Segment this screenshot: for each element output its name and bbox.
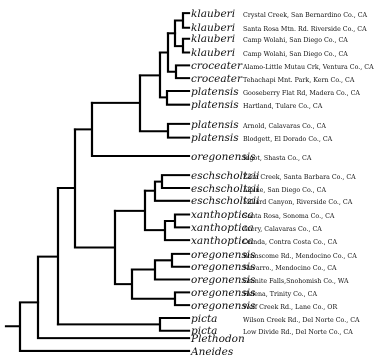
taxon-label: eschscholtzii: [191, 195, 259, 207]
locality-label: Branscome Rd., Mendocino Co., CA: [243, 253, 357, 260]
tip-labels: klauberi Crystal Creek, San Bernardino Co…: [190, 8, 374, 357]
tree-branches: [4, 12, 191, 352]
taxon-label: klauberi: [191, 47, 235, 59]
taxon-label: xanthoptica: [191, 222, 254, 234]
locality-label: Crystal Creek, San Bernardino Co., CA: [243, 12, 368, 19]
taxon-label: oregonensis: [191, 300, 256, 312]
taxon-label: eschscholtzii: [191, 183, 259, 195]
taxon-label: xanthoptica: [191, 235, 254, 247]
taxon-label: oregonensis: [191, 274, 256, 286]
locality-label: Wolf Creek Rd., Lane Co., OR: [243, 304, 337, 311]
locality-label: Blodgett, El Dorado Co., CA: [243, 136, 333, 143]
locality-label: Low Divide Rd., Del Norte Co., CA: [243, 329, 353, 336]
taxon-label: eschscholtzii: [191, 170, 259, 182]
locality-label: Wilson Creek Rd., Del Norte Co., CA: [243, 317, 360, 324]
taxon-label: oregonensis: [191, 249, 256, 261]
taxon-label: klauberi: [191, 22, 235, 34]
taxon-label: croceater: [191, 60, 243, 72]
taxon-label: platensis: [191, 119, 239, 131]
locality-label: Tehachapi Mnt. Park, Kern Co., CA: [243, 77, 355, 84]
locality-label: Ingot, Shasta Co., CA: [243, 155, 312, 162]
taxon-label: klauberi: [191, 33, 235, 45]
taxon-label: platensis: [191, 86, 239, 98]
taxon-label: oregonensis: [191, 261, 256, 273]
branch: [138, 51, 191, 106]
locality-label: Zaca Creek, Santa Barbara Co., CA: [243, 174, 356, 181]
locality-label: Gooseberry Flat Rd, Madera Co., CA: [243, 90, 360, 97]
taxon-label: klauberi: [191, 8, 235, 20]
locality-label: Camp Wolahi, San Diego Co., CA: [243, 51, 348, 58]
taxon-label: platensis: [191, 132, 239, 144]
taxon-label: oregonensis: [191, 151, 256, 163]
branch: [173, 12, 191, 54]
taxon-label: Plethodon: [190, 333, 245, 345]
locality-label: Alamo-Little Mutau Crk, Ventura Co., CA: [242, 64, 374, 71]
taxon-label: oregonensis: [191, 287, 256, 299]
branch: [73, 101, 191, 157]
locality-label: Hartland, Tulare Co., CA: [243, 103, 323, 110]
taxon-label: Aneides: [190, 346, 234, 357]
locality-label: Santa Rosa, Sonoma Co., CA: [243, 213, 335, 220]
locality-label: Helena, Trinity Co., CA: [243, 291, 317, 298]
branch: [56, 316, 191, 332]
locality-label: Arnold, Calavaras Co., CA: [242, 123, 326, 130]
locality-label: Millard Canyon, Riverside Co., CA: [243, 199, 353, 206]
taxon-label: xanthoptica: [191, 209, 254, 221]
taxon-label: croceater: [191, 73, 243, 85]
locality-label: Camp Wolahi, San Diego Co., CA: [243, 37, 348, 44]
branch: [4, 301, 191, 352]
locality-label: Alpine, San Diego Co., CA: [242, 187, 326, 194]
taxon-label: picta: [191, 325, 217, 337]
locality-label: Avery, Calavaras Co., CA: [242, 226, 322, 233]
branch: [130, 252, 191, 281]
branch: [56, 128, 191, 307]
branch: [143, 174, 191, 202]
taxon-label: platensis: [191, 99, 239, 111]
branch: [90, 74, 191, 139]
locality-label: Granite Falls,Snohomish Co., WA: [243, 278, 349, 285]
locality-label: Santa Rosa Mtn. Rd. Riverside Co., CA: [243, 26, 367, 33]
locality-label: Navarro., Mendocino Co., CA: [243, 265, 337, 272]
branch: [158, 32, 191, 80]
locality-label: Orinda, Contra Costa Co., CA: [243, 239, 337, 246]
branch: [113, 189, 191, 242]
branch: [36, 186, 191, 340]
taxon-label: picta: [191, 313, 217, 325]
